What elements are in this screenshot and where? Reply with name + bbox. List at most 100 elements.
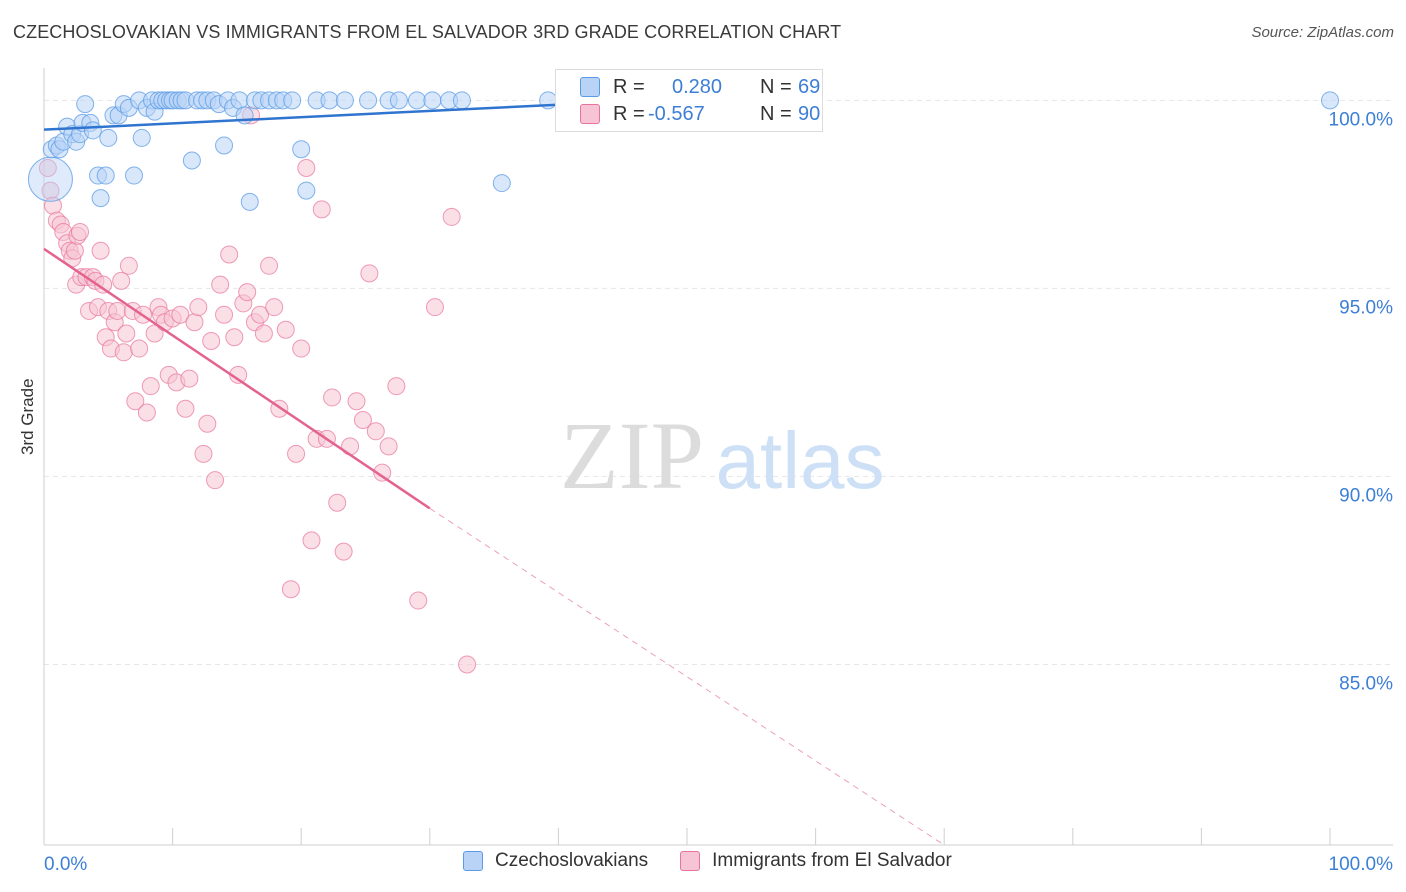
chart-title: CZECHOSLOVAKIAN VS IMMIGRANTS FROM EL SA…: [13, 22, 842, 42]
y-tick-label: 95.0%: [1339, 297, 1393, 318]
data-point-immigrants: [287, 444, 306, 463]
data-point-immigrants: [137, 403, 156, 422]
data-point-czechoslovakians: [230, 91, 249, 110]
data-point-immigrants: [65, 241, 84, 260]
data-point-immigrants: [458, 655, 477, 674]
n-label: N =: [760, 75, 792, 98]
data-point-czechoslovakians: [359, 91, 378, 110]
n-value: 90: [798, 102, 821, 125]
watermark-atlas: atlas: [716, 416, 885, 505]
data-point-immigrants: [112, 271, 131, 290]
data-point-immigrants: [171, 305, 190, 324]
data-point-immigrants: [225, 328, 244, 347]
data-point-immigrants: [126, 392, 145, 411]
legend-item-czechoslovakians[interactable]: Czechoslovakians: [463, 850, 648, 872]
data-point-immigrants: [117, 324, 136, 343]
data-point-czechoslovakians: [292, 140, 311, 159]
data-point-immigrants: [71, 222, 90, 241]
n-value: 69: [798, 75, 821, 98]
data-point-immigrants: [353, 411, 372, 430]
data-point-immigrants: [206, 471, 225, 490]
data-point-immigrants: [202, 332, 221, 351]
data-point-immigrants: [189, 298, 208, 317]
data-point-immigrants: [341, 437, 360, 456]
data-point-czechoslovakians: [297, 181, 316, 200]
data-point-immigrants: [94, 275, 113, 294]
data-point-immigrants: [145, 324, 164, 343]
data-point-immigrants: [442, 207, 461, 226]
data-point-czechoslovakians: [215, 136, 234, 155]
x-tick-label-min: 0.0%: [44, 854, 87, 875]
gridlines: [44, 99, 1393, 665]
data-point-czechoslovakians: [132, 128, 151, 147]
data-point-immigrants: [312, 200, 331, 219]
stats-legend: R = 0.280 N = 69 R = -0.567 N = 90: [555, 69, 823, 132]
data-point-immigrants: [347, 392, 366, 411]
data-point-czechoslovakians: [125, 166, 144, 185]
data-point-czechoslovakians: [83, 121, 102, 140]
data-point-immigrants: [276, 320, 295, 339]
data-point-immigrants: [180, 369, 199, 388]
pink-swatch: [680, 851, 701, 871]
data-point-immigrants: [379, 437, 398, 456]
y-tick-label: 100.0%: [1329, 109, 1394, 130]
data-point-immigrants: [176, 399, 195, 418]
trend-line-immigrants: [43, 247, 431, 510]
data-point-immigrants: [141, 377, 160, 396]
data-point-immigrants: [302, 531, 321, 550]
data-point-immigrants: [194, 444, 213, 463]
legend-label: Immigrants from El Salvador: [712, 850, 952, 871]
data-point-immigrants: [251, 305, 270, 324]
data-point-immigrants: [334, 542, 353, 561]
data-point-immigrants: [373, 463, 392, 482]
tick-labels: 100.0% 95.0% 90.0% 85.0% 0.0% 100.0%: [44, 109, 1393, 875]
n-label: N =: [760, 102, 792, 125]
blue-swatch: [463, 851, 483, 871]
axes: [43, 68, 1393, 846]
data-point-immigrants: [215, 305, 234, 324]
x-tick-label-max: 100.0%: [1329, 854, 1394, 875]
legend-label: Czechoslovakians: [495, 850, 649, 871]
series-czechoslovakians: [27, 91, 1339, 211]
data-point-czechoslovakians: [99, 128, 118, 147]
data-point-immigrants: [292, 339, 311, 358]
data-point-immigrants: [254, 324, 273, 343]
data-point-immigrants: [185, 313, 204, 332]
y-tick-label: 85.0%: [1339, 673, 1393, 694]
r-value: -0.567: [648, 102, 705, 125]
blue-swatch: [580, 77, 600, 97]
data-point-immigrants: [198, 414, 217, 433]
data-point-czechoslovakians: [91, 189, 110, 208]
data-point-immigrants: [366, 422, 385, 441]
data-point-immigrants: [409, 591, 428, 610]
pink-swatch: [580, 104, 600, 124]
data-point-immigrants: [387, 377, 406, 396]
data-point-immigrants: [119, 256, 138, 275]
data-point-immigrants: [211, 275, 230, 294]
data-point-immigrants: [328, 493, 347, 512]
data-point-immigrants: [281, 580, 300, 599]
data-point-czechoslovakians: [492, 174, 511, 193]
data-point-immigrants: [220, 245, 239, 264]
data-point-czechoslovakians: [96, 166, 115, 185]
trend-lines: [43, 100, 945, 846]
legend-item-immigrants[interactable]: Immigrants from El Salvador: [680, 850, 952, 872]
data-point-czechoslovakians: [407, 91, 426, 110]
data-point-immigrants: [91, 241, 110, 260]
r-label: R =: [613, 102, 645, 125]
data-point-immigrants: [297, 159, 316, 178]
trend-line-immigrants-extrapolated: [429, 507, 945, 846]
data-point-czechoslovakians: [320, 91, 339, 110]
watermark: ZIP atlas: [560, 402, 884, 509]
y-tick-label: 90.0%: [1339, 485, 1393, 506]
data-point-immigrants: [130, 339, 149, 358]
data-point-czechoslovakians: [1321, 91, 1339, 110]
trend-line-czechoslovakians: [43, 100, 610, 131]
source-label: Source: ZipAtlas.com: [1251, 24, 1394, 41]
data-point-czechoslovakians: [182, 151, 201, 170]
data-point-czechoslovakians: [452, 91, 471, 110]
r-value: 0.280: [672, 75, 723, 98]
r-label: R =: [613, 75, 645, 98]
data-point-czechoslovakians: [240, 192, 259, 211]
